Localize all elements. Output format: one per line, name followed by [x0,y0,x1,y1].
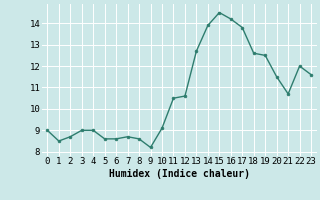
X-axis label: Humidex (Indice chaleur): Humidex (Indice chaleur) [109,169,250,179]
